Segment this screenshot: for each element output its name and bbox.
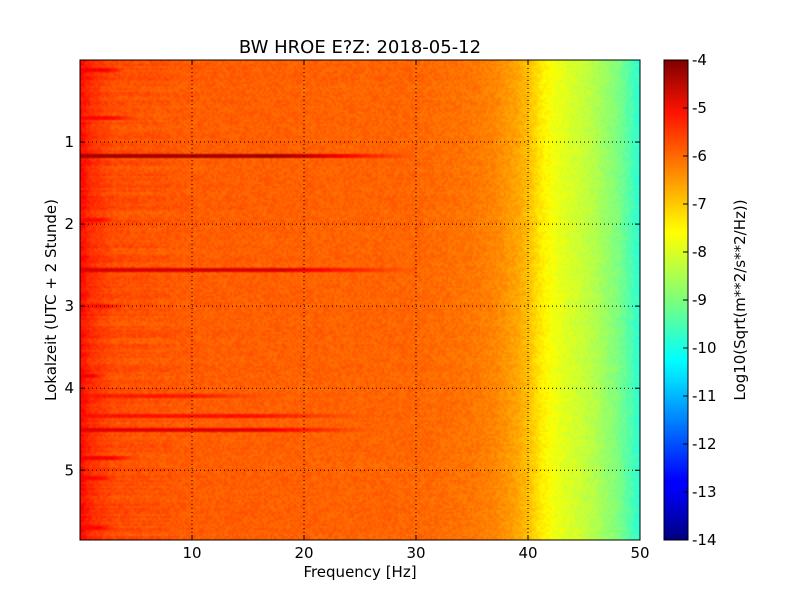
colorbar-tick-label: -8 <box>692 243 707 261</box>
chart-title: BW HROE E?Z: 2018-05-12 <box>239 37 481 58</box>
colorbar-tick-label: -13 <box>692 483 717 501</box>
colorbar-tick-label: -9 <box>692 291 707 309</box>
colorbar-tick-label: -4 <box>692 51 707 69</box>
colorbar-label: Log10(Sqrt(m**2/s**2/Hz)) <box>731 199 749 400</box>
y-tick-label: 4 <box>64 379 74 397</box>
colorbar-tick-label: -5 <box>692 99 707 117</box>
x-tick-label: 20 <box>294 544 313 562</box>
spectrogram-heatmap <box>80 60 640 540</box>
plot-frame <box>79 59 641 541</box>
x-axis-label: Frequency [Hz] <box>303 563 416 581</box>
x-tick-label: 50 <box>630 544 649 562</box>
y-tick-label: 1 <box>64 133 74 151</box>
y-tick-label: 5 <box>64 461 74 479</box>
y-tick-label: 2 <box>64 215 74 233</box>
colorbar-ticks: -4 -5 -6 -7 -8 -9 -10 -11 -12 -13 -14 <box>683 51 717 549</box>
colorbar-tick-label: -6 <box>692 147 707 165</box>
x-tick-label: 30 <box>406 544 425 562</box>
y-tick-label: 3 <box>64 297 74 315</box>
x-tick-label: 10 <box>182 544 201 562</box>
colorbar: -4 -5 -6 -7 -8 -9 -10 -11 -12 -13 -14 Log10(Sqrt(m… <box>663 51 749 549</box>
colorbar-tick-label: -10 <box>692 339 717 357</box>
colorbar-tick-label: -14 <box>692 531 717 549</box>
y-axis-ticks: 1 2 3 4 5 <box>64 133 640 479</box>
y-axis-label: Lokalzeit (UTC + 2 Stunde) <box>42 199 60 401</box>
x-tick-label: 40 <box>518 544 537 562</box>
colorbar-tick-label: -12 <box>692 435 717 453</box>
grid-lines <box>80 60 640 540</box>
x-axis-ticks: 10 20 30 40 50 <box>182 60 650 562</box>
colorbar-tick-label: -11 <box>692 387 717 405</box>
spectrogram-plot: 10 20 30 40 50 1 2 3 4 5 <box>64 59 650 562</box>
colorbar-tick-label: -7 <box>692 195 707 213</box>
